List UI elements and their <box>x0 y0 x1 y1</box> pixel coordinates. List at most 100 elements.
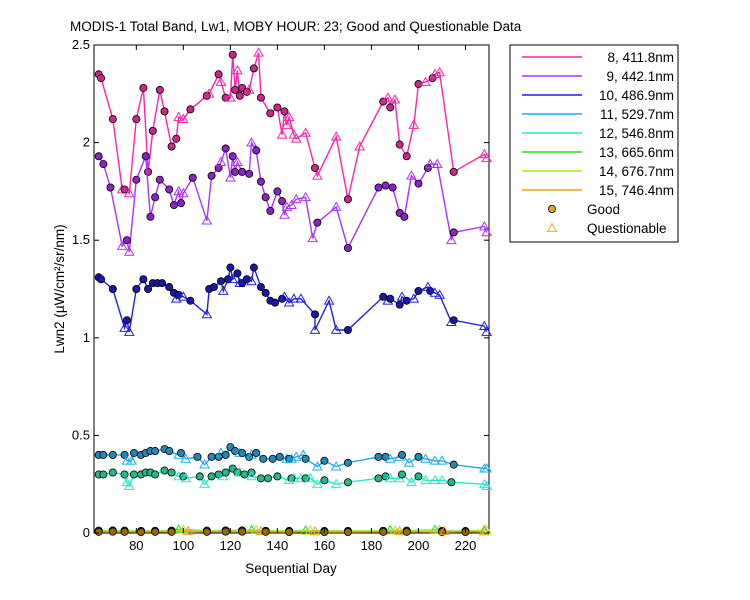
good-point <box>221 527 230 536</box>
questionable-point <box>123 246 135 256</box>
legend-questionable-marker <box>546 222 558 232</box>
questionable-point <box>354 140 366 151</box>
good-point <box>280 107 289 116</box>
good-point <box>167 142 176 151</box>
legend-label: 10, 486.9nm <box>599 88 674 103</box>
good-point <box>414 80 423 89</box>
good-point <box>256 93 265 102</box>
series-layer <box>94 47 493 537</box>
questionable-point <box>384 453 396 463</box>
questionable-point <box>436 474 448 485</box>
questionable-point <box>384 472 396 483</box>
good-point <box>379 527 388 536</box>
good-point <box>242 275 251 284</box>
questionable-point <box>243 84 255 94</box>
questionable-point <box>429 474 441 485</box>
good-point <box>266 206 275 215</box>
good-point <box>301 454 310 463</box>
questionable-point <box>173 185 185 196</box>
good-point <box>221 144 230 153</box>
good-point <box>97 74 106 83</box>
good-point <box>395 140 404 149</box>
good-point <box>395 300 404 309</box>
series-4 <box>94 443 493 473</box>
series-5 <box>94 464 493 491</box>
y-tick-label: 1 <box>83 330 90 345</box>
good-point <box>146 212 155 221</box>
questionable-point <box>481 463 493 473</box>
questionable-point <box>286 453 297 463</box>
questionable-point <box>330 461 342 471</box>
good-point <box>106 183 115 192</box>
questionable-point <box>438 525 450 536</box>
questionable-point <box>300 127 311 137</box>
questionable-point <box>177 187 189 198</box>
good-point <box>252 448 261 457</box>
x-axis-ticks: 80 100 120 140 160 180 200 220 <box>129 45 476 553</box>
questionable-point <box>246 470 257 481</box>
legend-items: 8, 411.8nm 9, 442.1nm 10, 486.9nm 11, 529.7… <box>522 50 674 236</box>
good-point <box>256 283 265 292</box>
questionable-point <box>330 131 342 141</box>
good-point <box>238 448 247 457</box>
questionable-point <box>389 524 401 535</box>
questionable-point <box>119 322 130 332</box>
good-point <box>249 263 258 272</box>
questionable-point <box>420 453 431 463</box>
good-point <box>320 456 329 465</box>
questionable-point <box>126 455 137 465</box>
questionable-point <box>199 478 210 489</box>
good-point <box>221 450 230 459</box>
good-point <box>207 171 216 180</box>
questionable-point <box>182 525 194 535</box>
questionable-point <box>225 172 236 182</box>
good-point <box>256 177 265 186</box>
legend: 8, 411.8nm 9, 442.1nm 10, 486.9nm 11, 529.7… <box>509 44 679 243</box>
questionable-point <box>408 119 420 129</box>
good-point <box>176 448 185 457</box>
questionable-point <box>406 476 417 487</box>
questionable-point <box>227 273 239 284</box>
good-point <box>273 187 282 196</box>
good-point <box>174 290 183 299</box>
questionable-point <box>312 461 323 471</box>
x-tick-label: 140 <box>267 538 289 553</box>
good-point <box>256 474 265 483</box>
questionable-point <box>330 478 342 489</box>
x-tick-label: 180 <box>361 538 383 553</box>
good-point <box>97 275 106 284</box>
good-point <box>268 454 277 463</box>
good-point <box>449 167 458 176</box>
questionable-point <box>434 66 445 77</box>
good-point <box>160 466 169 475</box>
good-point <box>398 450 407 459</box>
good-point <box>263 474 272 483</box>
good-point <box>94 152 103 161</box>
x-tick-label: 220 <box>455 538 477 553</box>
questionable-point <box>295 293 307 303</box>
good-point <box>155 175 164 184</box>
good-point <box>449 316 458 325</box>
y-tick-label: 0 <box>83 525 90 540</box>
good-point <box>233 269 242 278</box>
legend-label: 14, 676.7nm <box>599 164 674 179</box>
good-point <box>374 183 383 192</box>
good-point <box>449 228 458 237</box>
good-point <box>120 185 129 194</box>
good-point <box>261 288 270 297</box>
good-point <box>151 447 160 456</box>
good-point <box>122 236 131 245</box>
good-point <box>402 296 411 305</box>
good-point <box>108 527 117 536</box>
good-point <box>226 263 235 272</box>
questionable-point <box>312 478 323 489</box>
good-point <box>374 474 383 483</box>
good-point <box>139 83 148 92</box>
x-tick-label: 160 <box>314 538 336 553</box>
questionable-point <box>420 474 431 485</box>
good-point <box>231 167 240 176</box>
good-point <box>271 298 280 307</box>
good-point <box>169 201 178 210</box>
questionable-point <box>309 525 321 536</box>
questionable-point <box>177 113 189 124</box>
